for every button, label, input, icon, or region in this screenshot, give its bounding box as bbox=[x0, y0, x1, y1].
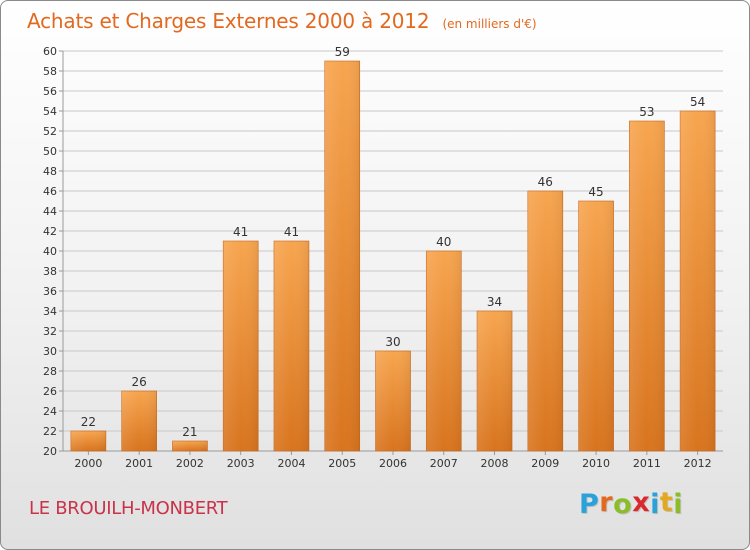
logo-letter: r bbox=[599, 487, 614, 518]
y-tick-label: 26 bbox=[43, 385, 57, 398]
x-tick-label-2012: 2012 bbox=[684, 457, 712, 470]
bar-shine-2007 bbox=[426, 251, 462, 451]
x-tick-label-2006: 2006 bbox=[379, 457, 407, 470]
x-tick-label-2004: 2004 bbox=[277, 457, 305, 470]
logo-letter: i bbox=[673, 489, 684, 520]
value-labels: 22 26 21 41 41 59 30 40 34 46 45 53 54 bbox=[81, 45, 706, 439]
y-tick-label: 48 bbox=[43, 165, 57, 178]
logo-letter: x bbox=[632, 487, 651, 518]
y-tick-label: 20 bbox=[43, 445, 57, 458]
bar-shine-2000 bbox=[70, 431, 106, 451]
proxiti-logo: Proxiti bbox=[579, 487, 684, 520]
x-tick-label-2005: 2005 bbox=[328, 457, 356, 470]
unit-text: (en milliers d'€) bbox=[442, 17, 537, 31]
x-tick-label-2010: 2010 bbox=[582, 457, 610, 470]
y-tick-label: 22 bbox=[43, 425, 57, 438]
bar-shine-2006 bbox=[375, 351, 411, 451]
x-tick-label-2000: 2000 bbox=[74, 457, 102, 470]
value-label-2000: 22 bbox=[81, 415, 96, 429]
y-tick-label: 40 bbox=[43, 245, 57, 258]
bar-shine-2010 bbox=[578, 201, 614, 451]
bar-shine-2011 bbox=[629, 121, 665, 451]
value-label-2004: 41 bbox=[284, 225, 299, 239]
y-tick-label: 46 bbox=[43, 185, 57, 198]
value-label-2008: 34 bbox=[487, 295, 502, 309]
logo-letter: o bbox=[613, 489, 633, 520]
y-tick-label: 30 bbox=[43, 345, 57, 358]
y-tick-label: 56 bbox=[43, 85, 57, 98]
bar-shine-2003 bbox=[223, 241, 259, 451]
value-label-2009: 46 bbox=[538, 175, 553, 189]
x-tick-label-2008: 2008 bbox=[481, 457, 509, 470]
value-label-2010: 45 bbox=[588, 185, 603, 199]
title-text: Achats et Charges Externes 2000 à 2012 bbox=[27, 9, 430, 33]
y-tick-label: 34 bbox=[43, 305, 57, 318]
x-tick-label-2001: 2001 bbox=[125, 457, 153, 470]
bar-shine-2012 bbox=[680, 111, 716, 451]
value-label-2003: 41 bbox=[233, 225, 248, 239]
value-label-2011: 53 bbox=[639, 105, 654, 119]
x-tick-label-2009: 2009 bbox=[531, 457, 559, 470]
bar-shine-2005 bbox=[324, 61, 360, 451]
y-tick-label: 58 bbox=[43, 65, 57, 78]
logo-letter: P bbox=[579, 489, 600, 520]
commune-name: LE BROUILH-MONBERT bbox=[29, 498, 228, 519]
y-tick-label: 54 bbox=[43, 105, 57, 118]
value-label-2012: 54 bbox=[690, 95, 705, 109]
y-tick-label: 52 bbox=[43, 125, 57, 138]
x-tick-label-2011: 2011 bbox=[633, 457, 661, 470]
y-tick-label: 28 bbox=[43, 365, 57, 378]
bars bbox=[70, 60, 716, 452]
y-tick-label: 24 bbox=[43, 405, 57, 418]
logo-letter: i bbox=[650, 489, 660, 520]
bar-shine-2004 bbox=[273, 241, 309, 451]
value-label-2002: 21 bbox=[182, 425, 197, 439]
x-tick-label-2007: 2007 bbox=[430, 457, 458, 470]
y-tick-label: 32 bbox=[43, 325, 57, 338]
y-tick-label: 38 bbox=[43, 265, 57, 278]
bar-shine-2002 bbox=[172, 441, 208, 451]
value-label-2007: 40 bbox=[436, 235, 451, 249]
value-label-2001: 26 bbox=[132, 375, 147, 389]
value-label-2006: 30 bbox=[385, 335, 400, 349]
value-label-2005: 59 bbox=[335, 45, 350, 59]
bar-shine-2008 bbox=[477, 311, 513, 451]
x-tick-label-2003: 2003 bbox=[227, 457, 255, 470]
y-tick-label: 44 bbox=[43, 205, 57, 218]
chart-title: Achats et Charges Externes 2000 à 2012 (… bbox=[27, 9, 537, 33]
bar-shine-2009 bbox=[527, 191, 563, 451]
y-tick-label: 42 bbox=[43, 225, 57, 238]
y-tick-label: 50 bbox=[43, 145, 57, 158]
bar-shine-2001 bbox=[121, 391, 157, 451]
y-tick-label: 36 bbox=[43, 285, 57, 298]
logo-letter: t bbox=[659, 487, 674, 518]
y-tick-label: 60 bbox=[43, 45, 57, 58]
x-tick-label-2002: 2002 bbox=[176, 457, 204, 470]
